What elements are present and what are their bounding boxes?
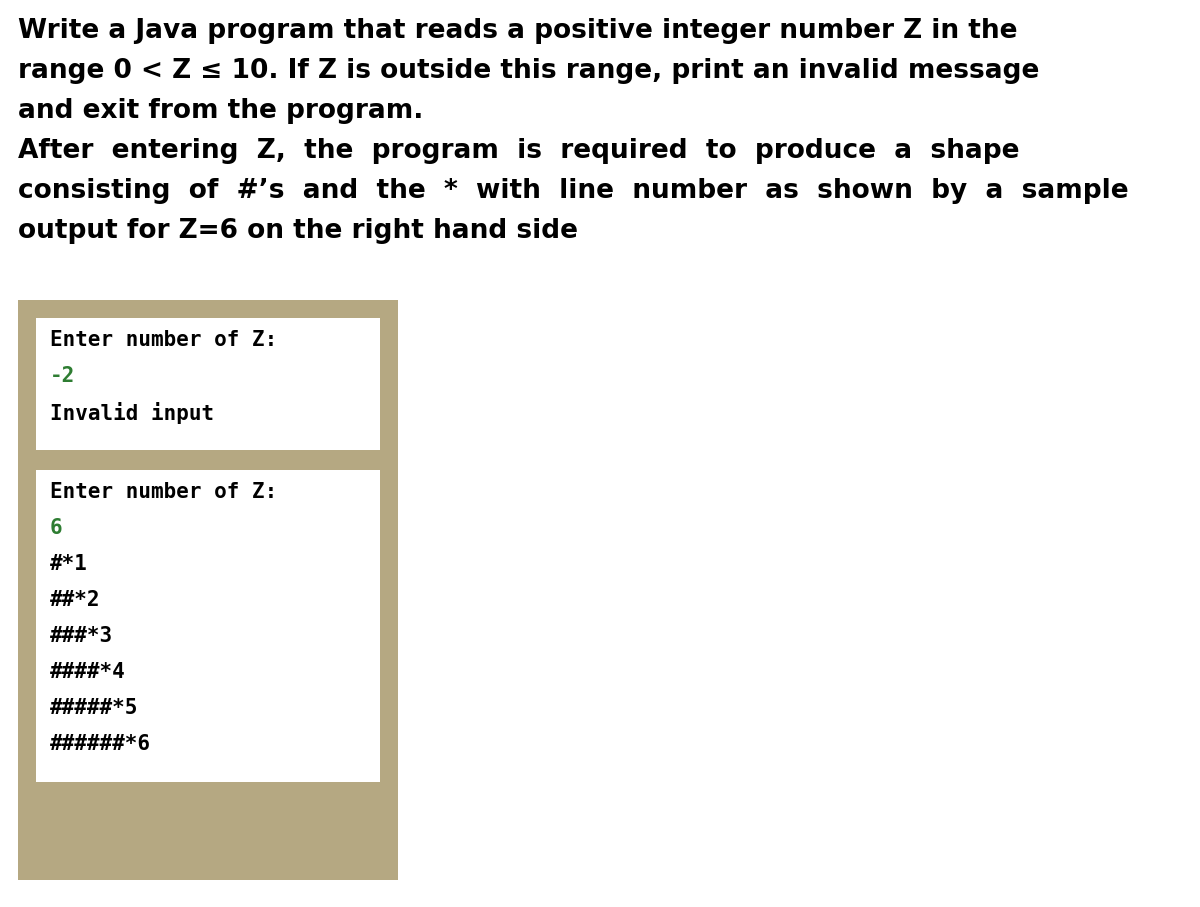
Text: 6: 6 — [50, 518, 62, 538]
Text: ##*2: ##*2 — [50, 590, 101, 610]
Text: Enter number of Z:: Enter number of Z: — [50, 330, 277, 350]
Text: output for Z=6 on the right hand side: output for Z=6 on the right hand side — [18, 218, 578, 244]
Text: Enter number of Z:: Enter number of Z: — [50, 482, 277, 502]
Bar — [18, 300, 398, 880]
Text: After  entering  Z,  the  program  is  required  to  produce  a  shape: After entering Z, the program is require… — [18, 138, 1020, 164]
Bar — [36, 318, 380, 450]
Text: and exit from the program.: and exit from the program. — [18, 98, 424, 124]
Bar — [36, 470, 380, 782]
Text: ###*3: ###*3 — [50, 626, 113, 646]
Text: Invalid input: Invalid input — [50, 402, 214, 424]
Text: ####*4: ####*4 — [50, 662, 126, 682]
Text: range 0 < Z ≤ 10. If Z is outside this range, print an invalid message: range 0 < Z ≤ 10. If Z is outside this r… — [18, 58, 1039, 84]
Text: #####*5: #####*5 — [50, 698, 138, 718]
Text: #*1: #*1 — [50, 554, 88, 574]
Text: consisting  of  #’s  and  the  *  with  line  number  as  shown  by  a  sample: consisting of #’s and the * with line nu… — [18, 178, 1129, 204]
Text: Write a Java program that reads a positive integer number Z in the: Write a Java program that reads a positi… — [18, 18, 1018, 44]
Text: ######*6: ######*6 — [50, 734, 151, 754]
Text: -2: -2 — [50, 366, 76, 386]
